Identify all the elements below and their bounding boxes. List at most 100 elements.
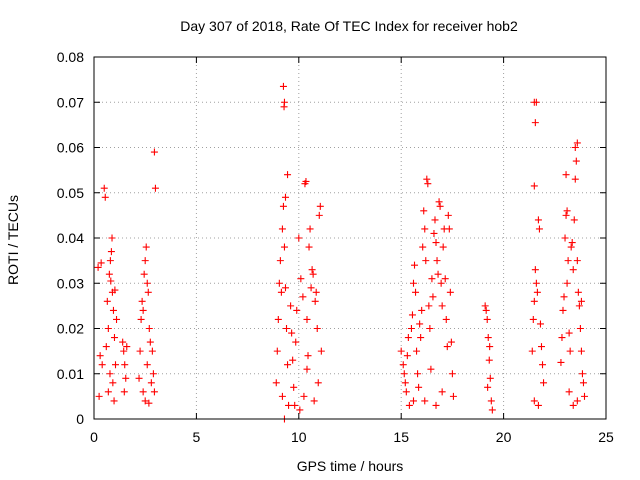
data-point — [531, 266, 539, 274]
data-point — [424, 180, 432, 188]
data-point — [443, 343, 451, 351]
data-point — [297, 275, 305, 283]
data-point — [529, 315, 537, 323]
data-point — [427, 365, 435, 373]
data-point — [426, 325, 434, 332]
data-point — [531, 119, 539, 127]
data-point — [576, 325, 584, 332]
data-point — [412, 288, 420, 296]
data-point — [151, 184, 159, 192]
data-point — [306, 225, 314, 233]
data-point — [422, 257, 430, 265]
y-tick-label: 0.02 — [57, 321, 84, 337]
data-point — [280, 243, 288, 251]
data-point — [413, 347, 421, 355]
data-point — [418, 306, 426, 314]
data-point — [106, 257, 114, 265]
data-point — [303, 365, 311, 373]
data-point — [486, 343, 494, 351]
y-axis-label: ROTI / TECUs — [5, 195, 21, 285]
data-point — [284, 361, 292, 369]
data-point — [313, 325, 321, 332]
data-point — [308, 266, 316, 274]
data-point — [562, 211, 570, 219]
data-point — [98, 361, 106, 369]
data-point — [145, 325, 153, 332]
data-point — [105, 270, 113, 278]
data-point — [402, 388, 410, 396]
data-point — [557, 358, 565, 366]
y-tick-label: 0.07 — [57, 94, 84, 110]
data-point — [446, 288, 454, 296]
data-point — [407, 325, 415, 332]
data-point — [109, 306, 117, 314]
data-point — [119, 338, 127, 346]
data-point — [420, 207, 428, 215]
data-point — [111, 286, 119, 294]
data-point — [293, 306, 301, 314]
data-point — [141, 257, 149, 265]
data-point — [101, 193, 109, 201]
data-point — [314, 379, 322, 387]
data-point — [560, 293, 568, 301]
data-point — [533, 288, 541, 296]
data-point — [109, 379, 117, 387]
data-point — [145, 399, 153, 407]
data-point — [483, 315, 491, 323]
data-point — [437, 279, 445, 287]
data-point — [95, 392, 103, 400]
data-point — [272, 379, 280, 387]
data-point — [565, 329, 573, 337]
data-point — [567, 243, 575, 251]
data-point — [106, 370, 114, 378]
data-point — [558, 334, 566, 342]
data-point — [150, 148, 158, 156]
data-point — [107, 248, 115, 256]
data-point — [110, 334, 118, 342]
data-point — [411, 261, 419, 269]
data-point — [148, 347, 156, 355]
data-point — [448, 370, 456, 378]
data-point — [563, 207, 571, 215]
data-point — [561, 234, 569, 242]
data-point — [447, 338, 455, 346]
data-point — [104, 325, 112, 332]
data-point — [488, 406, 496, 414]
data-point — [279, 202, 287, 210]
data-point — [572, 157, 580, 165]
data-point — [304, 352, 312, 360]
data-point — [120, 388, 128, 396]
x-tick-label: 25 — [598, 429, 614, 445]
data-point — [569, 401, 577, 409]
data-point — [397, 347, 405, 355]
data-point — [285, 401, 293, 409]
data-point — [288, 329, 296, 337]
data-point — [307, 284, 315, 292]
data-point — [139, 388, 147, 396]
data-point — [311, 297, 319, 305]
data-point — [574, 288, 582, 296]
data-points — [94, 82, 588, 423]
data-point — [277, 288, 285, 296]
data-point — [540, 379, 548, 387]
data-point — [141, 397, 149, 405]
data-point — [528, 347, 536, 355]
data-point — [535, 225, 543, 233]
data-point — [291, 401, 299, 409]
data-point — [400, 370, 408, 378]
data-point — [573, 139, 581, 147]
data-point — [142, 243, 150, 251]
data-point — [300, 392, 308, 400]
x-tick-label: 5 — [193, 429, 201, 445]
data-point — [441, 275, 449, 283]
data-point — [404, 334, 412, 342]
data-point — [578, 370, 586, 378]
data-point — [536, 320, 544, 328]
data-point — [97, 259, 105, 267]
data-point — [401, 379, 409, 387]
data-point — [309, 270, 317, 278]
data-point — [399, 361, 407, 369]
data-point — [436, 202, 444, 210]
data-point — [112, 361, 120, 369]
data-point — [416, 320, 424, 328]
